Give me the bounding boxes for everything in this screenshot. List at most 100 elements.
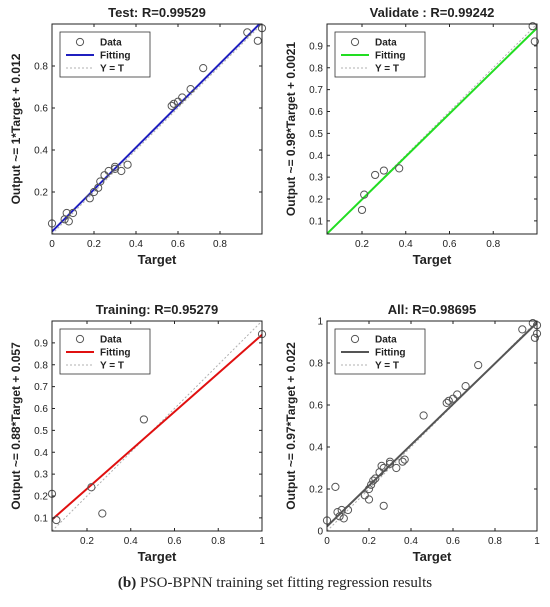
data-point [364,495,374,504]
x-axis-label: Target [138,252,177,267]
x-tick-label: 0.4 [124,536,138,547]
data-point [117,166,126,176]
y-tick-label: 0.8 [309,63,323,74]
chart-title: Test: R=0.99529 [108,5,206,20]
data-point [331,482,340,491]
data-point [395,164,404,173]
data-point [392,463,401,473]
data-point [453,390,462,399]
legend: Data Fitting Y = T [334,31,426,78]
data-point [89,187,99,197]
axes-frame [326,320,538,532]
data-point [100,171,109,180]
data-point [178,93,187,102]
data-point [528,319,537,328]
y-tick-label: 0.8 [34,360,48,371]
legend: Data Fitting Y = T [59,31,151,78]
figure-caption: (b) PSO-BPNN training set fitting regres… [0,575,550,592]
y-tick-label: 0.6 [34,104,48,115]
x-axis-label: Target [413,549,452,564]
y-tick-label: 0.6 [34,404,48,415]
data-point [371,170,380,180]
data-point [474,361,483,370]
x-tick-label: 0.2 [80,536,94,547]
legend-entry: Fitting [375,348,406,359]
y-tick-label: 0.9 [34,338,48,349]
data-point [98,509,107,518]
caption-text: PSO-BPNN training set fitting regression… [140,575,433,591]
data-point [530,333,540,342]
chart-title: Validate : R=0.99242 [370,5,495,20]
data-point [110,162,120,171]
y-tick-label: 0.2 [34,492,48,503]
y-tick-label: 0.1 [309,216,323,227]
y-tick-label: 0.4 [309,443,323,454]
x-tick-label: 0.6 [446,536,460,547]
data-point [173,97,183,106]
y-axis-label: Output ~= 0.97*Target + 0.022 [284,342,298,510]
data-point [530,37,539,46]
data-point [85,194,94,203]
y-tick-label: 0.3 [34,470,48,481]
data-point [371,474,380,483]
y-tick-label: 0.8 [309,359,323,370]
axes-frame [326,23,538,235]
data-point [343,505,353,515]
data-point [96,177,105,186]
chart-title: All: R=0.98695 [388,302,477,317]
y-tick-label: 0.7 [34,382,48,393]
legend-entry: Fitting [100,51,131,62]
x-tick-label: 1 [259,536,265,547]
legend: Data Fitting Y = T [334,328,426,375]
data-point [139,415,148,424]
data-point [357,205,367,215]
x-tick-label: 0.6 [168,536,182,547]
data-point [62,208,71,218]
x-tick-label: 0.4 [129,239,143,250]
data-point [337,505,346,515]
y-axis-label: Output ~= 0.88*Target + 0.057 [9,342,23,510]
x-tick-label: 0 [324,536,330,547]
legend-entry: Fitting [375,51,406,62]
legend-data-marker [350,37,360,47]
data-point [360,491,369,500]
data-point [400,455,409,464]
x-tick-label: 0 [49,239,55,250]
data-point [333,507,342,517]
legend-data-marker [75,334,85,344]
y-tick-label: 0.6 [309,107,323,118]
caption-label: (b) [117,575,137,591]
data-point [369,476,378,485]
legend-entry: Data [375,38,397,49]
y-tick-label: 0 [317,527,323,538]
data-point [442,398,451,407]
data-point [377,461,386,470]
fitting-line [52,334,262,521]
data-point [243,28,252,37]
y-tick-label: 0.5 [34,426,48,437]
y-tick-label: 0.7 [309,85,323,96]
y-tick-label: 0.4 [309,151,323,162]
y-tick-label: 0.3 [309,173,323,184]
data-point [398,457,407,466]
data-point [528,22,537,31]
x-tick-label: 0.4 [404,536,418,547]
axes-frame [51,320,263,532]
identity-line [327,321,537,531]
x-axis-label: Target [138,549,177,564]
y-tick-label: 0.9 [309,41,323,52]
x-tick-label: 1 [534,536,540,547]
x-tick-label: 0.8 [488,536,502,547]
x-tick-label: 0.2 [362,536,376,547]
legend-entry: Fitting [100,348,131,359]
x-tick-label: 0.4 [399,239,413,250]
y-tick-label: 0.5 [309,129,323,140]
chart-title: Training: R=0.95279 [96,302,218,317]
x-tick-label: 0.8 [211,536,225,547]
y-tick-label: 0.1 [34,513,48,524]
y-tick-label: 1 [317,317,323,328]
identity-line [52,24,262,234]
chart-panel-3: 0.2 0.4 0.6 0.8 1 0.1 0.2 0.3 0.4 0.5 0.6 0.7 0.8 0.9… [9,302,267,564]
y-axis-label: Output ~= 1*Target + 0.012 [9,53,23,204]
